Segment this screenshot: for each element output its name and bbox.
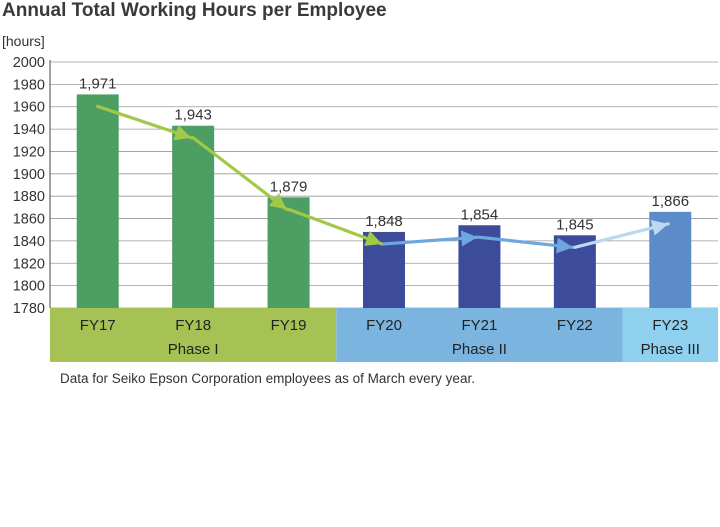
trend-arrow-head [364,230,382,246]
value-label: 1,943 [174,107,212,124]
x-tick-label: FY20 [366,317,402,334]
trend-arrow-head [460,230,478,247]
footnote: Data for Seiko Epson Corporation employe… [60,371,475,386]
bar-fy17 [76,94,119,308]
value-label: 1,866 [652,193,690,210]
phase-label: Phase I [168,341,219,358]
y-tick-label: 1920 [13,144,45,160]
trend-arrow-head [173,125,192,141]
trend-arrow [286,207,384,246]
bar-fy18 [172,125,215,309]
y-axis-label: [hours] [2,33,45,49]
trend-arrow-head [269,193,287,210]
value-label: 1,971 [79,75,117,92]
chart-title: Annual Total Working Hours per Employee [2,0,387,21]
trend-arrow [96,104,193,140]
y-tick-label: 1780 [13,301,45,317]
y-tick-label: 1900 [13,167,45,183]
trend-arrow [191,136,289,211]
y-tick-label: 1820 [13,256,45,272]
phase-band-2 [336,308,623,362]
x-tick-label: FY21 [461,317,497,334]
y-tick-label: 2000 [13,55,45,71]
x-tick-label: FY23 [652,317,688,334]
y-tick-label: 1800 [13,279,45,295]
y-tick-label: 1960 [13,100,45,116]
y-tick-label: 1980 [13,77,45,93]
x-tick-label: FY19 [271,317,307,334]
x-tick-label: FY17 [80,317,116,334]
trend-arrow-head [556,237,573,254]
trend-arrow-head [650,219,669,236]
value-label: 1,848 [365,213,403,230]
trend-arrow [573,222,670,249]
y-tick-label: 1940 [13,122,45,138]
x-tick-label: FY22 [557,317,593,334]
value-label: 1,845 [556,216,594,233]
phase-band-1 [50,308,337,362]
y-tick-label: 1840 [13,234,45,250]
phase-band-3 [622,308,718,362]
x-tick-label: FY18 [175,317,211,334]
y-tick-label: 1880 [13,189,45,205]
phase-label: Phase II [452,341,507,358]
value-label: 1,879 [270,178,308,195]
value-label: 1,854 [461,206,499,223]
y-tick-label: 1860 [13,212,45,228]
phase-label: Phase III [641,341,700,358]
